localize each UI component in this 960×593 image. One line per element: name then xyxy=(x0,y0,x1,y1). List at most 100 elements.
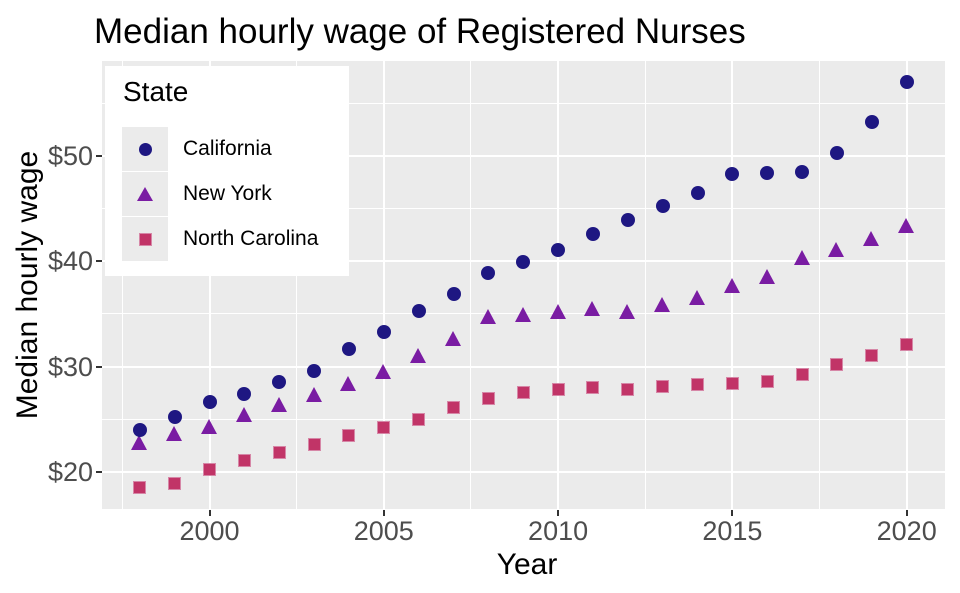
legend-label-north-carolina: North Carolina xyxy=(183,227,319,250)
data-point-square xyxy=(342,429,356,443)
data-point-triangle xyxy=(549,304,566,320)
triangle-marker-icon xyxy=(137,187,153,201)
data-point-triangle xyxy=(270,396,287,412)
x-axis-tick-label: 2005 xyxy=(353,516,414,546)
data-point-circle xyxy=(167,409,182,424)
data-point-triangle xyxy=(689,289,706,305)
data-point-circle xyxy=(237,386,252,401)
data-point-circle xyxy=(272,375,287,390)
y-axis-tick-label: $40 xyxy=(47,246,93,277)
data-point-triangle xyxy=(758,268,775,284)
chart-title: Median hourly wage of Registered Nurses xyxy=(94,12,746,51)
data-point-circle xyxy=(376,324,391,339)
data-point-circle xyxy=(551,242,566,257)
data-point-circle xyxy=(864,115,879,130)
data-point-square xyxy=(447,401,461,415)
x-axis-tick-label: 2000 xyxy=(179,516,240,546)
data-point-triangle xyxy=(131,434,148,450)
data-point-triangle xyxy=(375,364,392,380)
major-gridline-horizontal xyxy=(102,470,945,473)
data-point-square xyxy=(865,349,879,363)
legend: State California New York North Carolina xyxy=(105,66,349,276)
legend-key-north-carolina xyxy=(122,217,168,261)
major-gridline-vertical xyxy=(208,61,211,509)
major-gridline-horizontal xyxy=(102,365,945,368)
legend-label-new-york: New York xyxy=(183,182,272,205)
data-point-square xyxy=(237,453,251,467)
y-axis-tick-label: $20 xyxy=(47,456,93,487)
major-gridline-vertical xyxy=(382,61,385,509)
data-point-square xyxy=(412,412,426,426)
minor-gridline-vertical xyxy=(121,61,123,509)
data-point-circle xyxy=(760,165,775,180)
y-axis-tick-mark xyxy=(95,155,102,158)
minor-gridline-vertical xyxy=(296,61,298,509)
data-point-triangle xyxy=(898,218,915,234)
data-point-square xyxy=(725,376,739,390)
data-point-square xyxy=(168,476,182,490)
y-axis-tick-mark xyxy=(95,470,102,473)
data-point-triangle xyxy=(654,296,671,312)
data-point-square xyxy=(621,383,635,397)
data-point-square xyxy=(691,377,705,391)
data-point-circle xyxy=(585,226,600,241)
y-axis-tick-mark xyxy=(95,365,102,368)
x-axis-tick-label: 2010 xyxy=(528,516,589,546)
data-point-circle xyxy=(899,75,914,90)
minor-gridline-vertical xyxy=(644,61,646,509)
data-point-triangle xyxy=(514,307,531,323)
legend-key-california xyxy=(122,127,168,171)
minor-gridline-horizontal xyxy=(102,208,945,210)
data-point-square xyxy=(900,337,914,351)
data-point-triangle xyxy=(305,387,322,403)
data-point-square xyxy=(551,383,565,397)
circle-marker-icon xyxy=(138,142,152,156)
major-gridline-vertical xyxy=(557,61,560,509)
data-point-circle xyxy=(411,303,426,318)
data-point-triangle xyxy=(793,249,810,265)
data-point-triangle xyxy=(166,426,183,442)
data-point-square xyxy=(586,381,600,395)
x-axis-tick-mark xyxy=(905,509,908,516)
data-point-circle xyxy=(690,185,705,200)
x-axis-tick-mark xyxy=(731,509,734,516)
minor-gridline-horizontal xyxy=(102,103,945,104)
x-axis-title: Year xyxy=(496,548,558,581)
data-point-circle xyxy=(655,198,670,213)
data-point-square xyxy=(133,480,147,494)
data-point-square xyxy=(203,463,216,477)
data-point-square xyxy=(516,386,530,400)
data-point-triangle xyxy=(828,242,845,258)
square-marker-icon xyxy=(138,232,152,246)
major-gridline-horizontal xyxy=(102,155,945,158)
data-point-square xyxy=(307,437,321,451)
data-point-circle xyxy=(446,286,461,301)
major-gridline-vertical xyxy=(905,61,908,509)
data-point-circle xyxy=(307,363,322,378)
x-axis-tick-label: 2015 xyxy=(702,516,763,546)
data-point-triangle xyxy=(235,407,252,423)
x-axis-tick-mark xyxy=(382,509,385,516)
legend-label-california: California xyxy=(183,137,272,160)
y-axis-tick-label: $50 xyxy=(47,141,93,172)
minor-gridline-horizontal xyxy=(102,418,945,420)
data-point-circle xyxy=(132,422,147,437)
data-point-circle xyxy=(725,166,740,181)
data-point-triangle xyxy=(584,301,601,317)
data-point-triangle xyxy=(340,375,357,391)
data-point-square xyxy=(760,374,774,388)
data-point-circle xyxy=(481,265,496,280)
x-axis-tick-label: 2020 xyxy=(876,516,937,546)
data-point-square xyxy=(656,379,670,393)
data-point-triangle xyxy=(723,277,740,293)
y-axis-tick-label: $30 xyxy=(47,351,93,382)
data-point-circle xyxy=(795,164,810,179)
data-point-circle xyxy=(620,213,635,228)
data-point-triangle xyxy=(201,418,217,434)
data-point-triangle xyxy=(619,304,636,320)
data-point-square xyxy=(830,357,844,371)
data-point-square xyxy=(795,368,809,382)
data-point-square xyxy=(377,421,391,435)
x-axis-tick-mark xyxy=(208,509,211,516)
